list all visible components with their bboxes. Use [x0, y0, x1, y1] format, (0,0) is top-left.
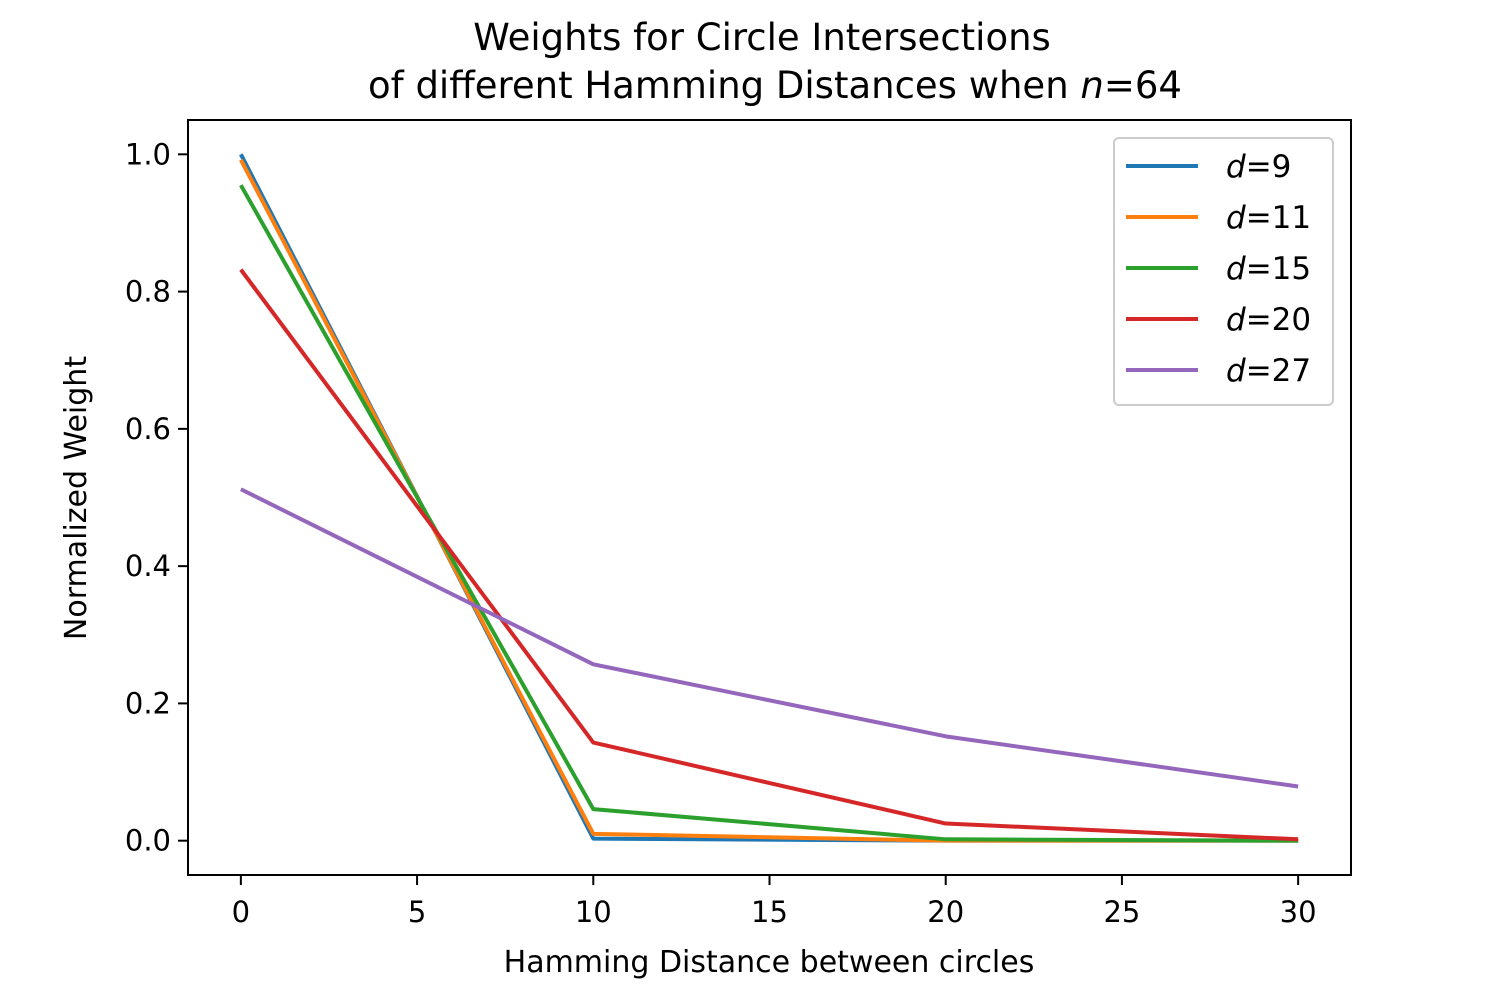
legend-label-var: d	[1226, 251, 1246, 287]
legend: d=9d=11d=15d=20d=27	[1113, 137, 1334, 406]
x-tick-label: 15	[751, 895, 788, 929]
chart-title-line-2-prefix: of different Hamming Distances when	[368, 64, 1080, 107]
x-axis: 0 5 10 15 20 25 30	[232, 875, 1317, 929]
y-tick-label: 0.6	[125, 412, 171, 446]
x-tick-label: 25	[1103, 895, 1140, 929]
legend-label-value: =11	[1246, 200, 1311, 236]
y-axis: 0.0 0.2 0.4 0.6 0.8 1.0	[125, 137, 188, 858]
legend-label: d=20	[1226, 302, 1311, 338]
series-line-d-15	[239, 184, 1299, 843]
series-line-d-20	[239, 268, 1299, 842]
chart-title-line-1: Weights for Circle Intersections	[473, 16, 1051, 59]
legend-label-value: =15	[1246, 251, 1311, 287]
series-line-d-27	[239, 487, 1299, 789]
legend-label-value: =9	[1246, 149, 1292, 185]
x-tick-label: 0	[232, 895, 250, 929]
legend-label-value: =20	[1246, 302, 1311, 338]
series-layer	[239, 153, 1299, 843]
legend-label: d=15	[1226, 251, 1311, 287]
y-axis-label: Normalized Weight	[59, 356, 94, 640]
chart-title-line-2-suffix: =64	[1104, 64, 1182, 107]
legend-label: d=27	[1226, 353, 1311, 389]
legend-box	[1113, 137, 1334, 406]
chart-title-line-2: of different Hamming Distances when n=64	[368, 64, 1182, 107]
y-tick-label: 0.0	[125, 824, 171, 858]
x-tick-label: 20	[927, 895, 964, 929]
x-tick-label: 10	[575, 895, 612, 929]
y-tick-label: 1.0	[125, 137, 171, 171]
legend-label-var: d	[1226, 149, 1246, 185]
x-axis-label: Hamming Distance between circles	[504, 945, 1035, 980]
y-tick-label: 0.2	[125, 686, 171, 720]
legend-label-var: d	[1226, 302, 1246, 338]
chart-title-variable: n	[1080, 64, 1103, 107]
y-tick-label: 0.4	[125, 549, 171, 583]
y-tick-label: 0.8	[125, 275, 171, 309]
legend-label-value: =27	[1246, 353, 1311, 389]
legend-label: d=11	[1226, 200, 1311, 236]
legend-label: d=9	[1226, 149, 1291, 185]
x-tick-label: 30	[1280, 895, 1317, 929]
legend-label-var: d	[1226, 200, 1246, 236]
legend-label-var: d	[1226, 353, 1246, 389]
x-tick-label: 5	[408, 895, 426, 929]
